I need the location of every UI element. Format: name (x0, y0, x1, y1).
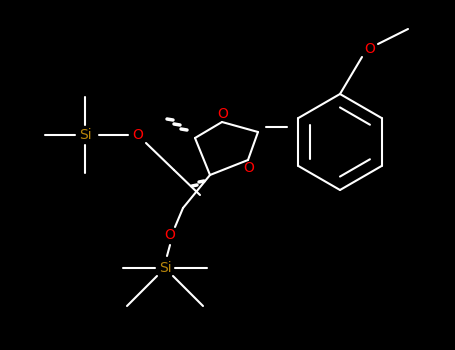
Text: O: O (132, 128, 143, 142)
Text: Si: Si (159, 261, 172, 275)
Text: O: O (243, 161, 254, 175)
Text: O: O (165, 228, 176, 242)
Text: O: O (364, 42, 375, 56)
Text: O: O (217, 107, 228, 121)
Text: Si: Si (79, 128, 91, 142)
